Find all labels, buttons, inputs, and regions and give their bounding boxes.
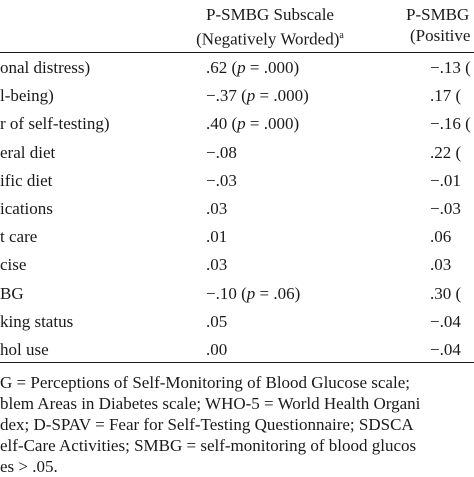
coefficient-value: .03: [206, 255, 228, 274]
coefficient-value: .03: [206, 199, 228, 218]
column-header-positive-line2: (Positive: [410, 26, 471, 45]
row-label: t care: [0, 227, 38, 246]
p-symbol: p: [246, 86, 256, 105]
row-label: BG: [0, 284, 24, 303]
positive-coefficient: −.04: [430, 312, 461, 331]
coefficient-value: .40 (: [206, 114, 238, 133]
row-label: ications: [0, 199, 53, 218]
footnote-marker: a: [339, 30, 344, 41]
coefficient-value: −.37 (: [206, 86, 247, 105]
negative-coefficient: .00: [206, 339, 227, 360]
table-note-line-2: blem Areas in Diabetes scale; WHO-5 = Wo…: [0, 394, 421, 413]
negative-coefficient: −.08: [206, 142, 237, 163]
p-value: = .06): [255, 284, 301, 303]
positive-coefficient: −.01: [430, 171, 461, 190]
coefficient-value: −.08: [206, 143, 237, 162]
header-rule: [0, 52, 474, 53]
row-label: ific diet: [0, 171, 53, 190]
positive-coefficient: −.13 (: [430, 58, 471, 77]
row-label: hol use: [0, 340, 49, 359]
table-note-line-1: G = Perceptions of Self-Monitoring of Bl…: [0, 373, 410, 392]
column-header-positive-line1: P-SMBG: [406, 5, 470, 24]
row-label: r of self-testing): [0, 114, 110, 133]
negative-coefficient: .03: [206, 198, 227, 219]
positive-coefficient: −.03: [430, 199, 461, 218]
bottom-rule: [0, 362, 474, 363]
positive-coefficient: .17 (: [430, 86, 462, 105]
row-label: onal distress): [0, 58, 91, 77]
p-symbol: p: [237, 114, 246, 133]
positive-coefficient: .22 (: [430, 143, 462, 162]
row-label: king status: [0, 312, 74, 331]
p-symbol: p: [246, 284, 256, 303]
positive-coefficient: .30 (: [430, 284, 462, 303]
negative-coefficient: .40 (p = .000): [206, 113, 299, 134]
p-value: = .000): [255, 86, 309, 105]
negative-coefficient: −.10 (p = .06): [206, 283, 300, 304]
p-value: = .000): [245, 58, 300, 77]
row-label: eral diet: [0, 143, 56, 162]
row-label: cise: [0, 255, 27, 274]
negative-coefficient: .03: [206, 254, 227, 275]
negative-coefficient: .01: [206, 226, 227, 247]
coefficient-value: .00: [206, 340, 228, 359]
column-header-negative-line2: (Negatively Worded): [196, 29, 340, 49]
positive-coefficient: .03: [430, 255, 452, 274]
positive-coefficient: −.16 (: [430, 114, 471, 133]
p-symbol: p: [237, 58, 246, 77]
negative-coefficient: .05: [206, 311, 227, 332]
p-value: = .000): [245, 114, 300, 133]
table-note-line-3: dex; D-SPAV = Fear for Self-Testing Ques…: [0, 415, 414, 434]
coefficient-value: −.10 (: [206, 284, 247, 303]
coefficient-value: .05: [206, 312, 228, 331]
column-header-negative: P-SMBG Subscale (Negatively Worded)a: [170, 4, 370, 50]
negative-coefficient: .62 (p = .000): [206, 57, 299, 78]
negative-coefficient: −.37 (p = .000): [206, 85, 309, 106]
coefficient-value: −.03: [206, 171, 237, 190]
table-note-line-4: elf-Care Activities; SMBG = self-monitor…: [0, 436, 417, 455]
coefficient-value: .01: [206, 227, 228, 246]
row-label: l-being): [0, 86, 54, 105]
positive-coefficient: −.04: [430, 340, 461, 359]
coefficient-value: .62 (: [206, 58, 238, 77]
table-note-line-5: es > .05.: [0, 457, 58, 476]
positive-coefficient: .06: [430, 227, 452, 246]
column-header-positive: P-SMBG (Positive: [406, 4, 470, 46]
column-header-negative-line1: P-SMBG Subscale: [206, 5, 334, 24]
negative-coefficient: −.03: [206, 170, 237, 191]
